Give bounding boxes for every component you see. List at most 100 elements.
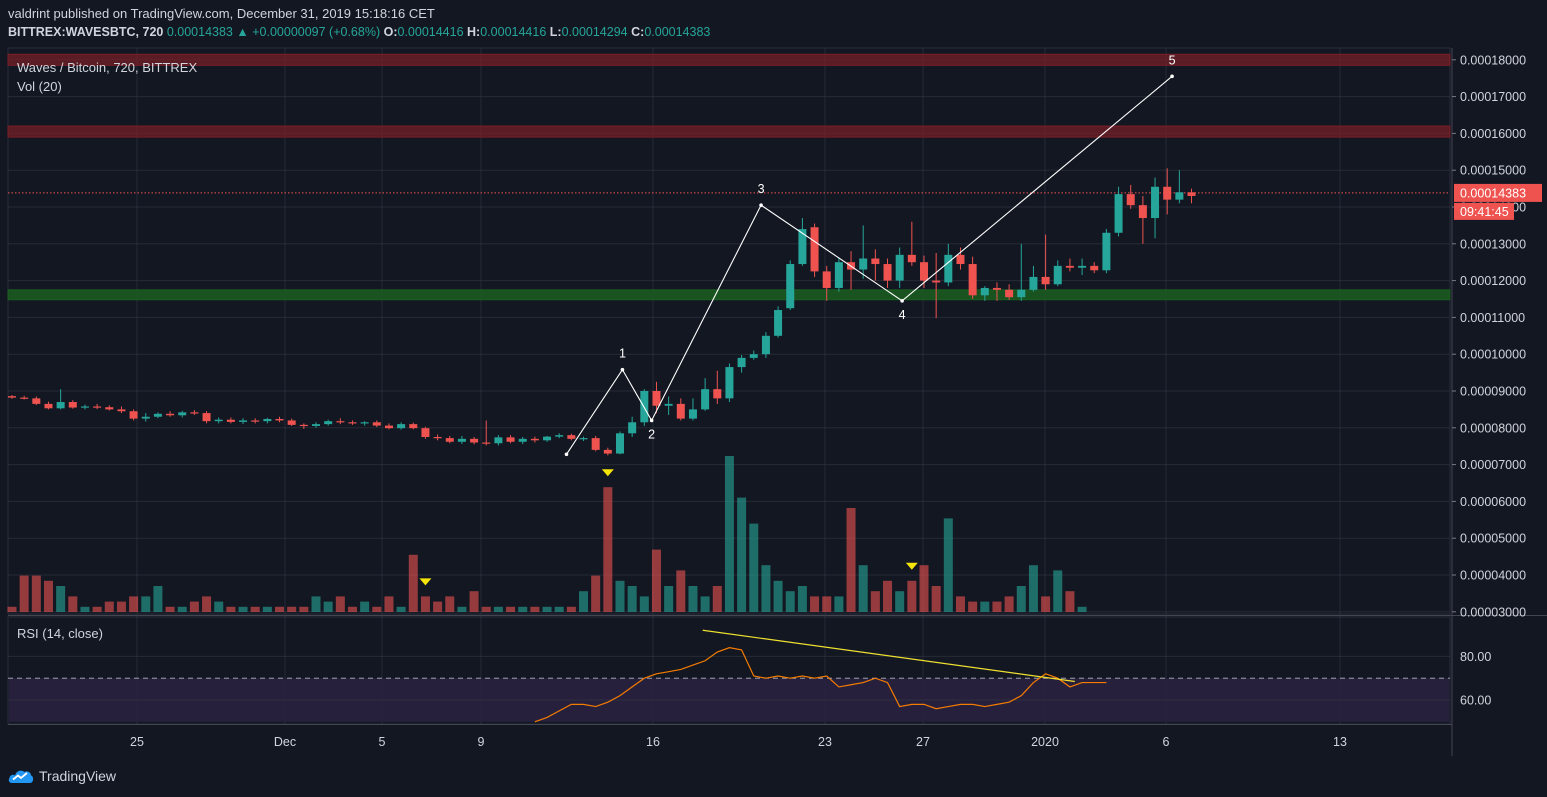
volume-bar: [992, 601, 1002, 612]
candle-body: [68, 402, 77, 408]
volume-bar: [615, 580, 625, 612]
volume-bar: [834, 596, 844, 612]
candle-body: [1138, 205, 1147, 219]
volume-bar: [19, 575, 29, 612]
volume-bar: [1028, 565, 1038, 612]
volume-bar: [1004, 596, 1014, 612]
candle-body: [105, 407, 114, 410]
candle-body: [761, 335, 770, 355]
candle-body: [1175, 192, 1184, 200]
time-tick-label: 23: [818, 735, 832, 749]
elliott-wave-line: [566, 75, 1173, 455]
volume-bar: [858, 565, 868, 612]
rsi-trendline: [702, 629, 1075, 683]
time-tick-label: 9: [478, 735, 485, 749]
volume-bar: [275, 606, 285, 612]
candle-body: [555, 435, 564, 437]
candle-body: [774, 310, 783, 336]
countdown-badge-text: 09:41:45: [1460, 205, 1509, 219]
volume-bar: [177, 606, 187, 612]
volume-bar: [372, 606, 382, 612]
candle-body: [178, 412, 187, 416]
volume-bar: [1053, 570, 1063, 612]
volume-bar: [518, 606, 528, 612]
candle-body: [652, 391, 661, 406]
resistance-zone: [7, 53, 1451, 66]
candle-body: [409, 424, 418, 429]
volume-bar: [761, 565, 771, 612]
volume-bar: [907, 580, 917, 612]
candle-body: [786, 264, 795, 309]
candle-body: [166, 413, 175, 416]
volume-bar: [238, 606, 248, 612]
volume-bar: [919, 565, 929, 612]
volume-bar: [153, 586, 163, 612]
volume-bar: [980, 601, 990, 612]
candle-body: [372, 422, 381, 426]
candle-body: [883, 264, 892, 281]
candle-body: [895, 254, 904, 281]
volume-bar: [360, 601, 370, 612]
candle-body: [688, 409, 697, 419]
volume-bar: [955, 596, 965, 612]
rsi-tick-label: 80.00: [1460, 650, 1491, 664]
volume-bar: [700, 596, 710, 612]
wave-point: [564, 452, 569, 457]
candle-body: [299, 424, 308, 427]
candle-body: [190, 412, 199, 414]
candle-body: [8, 396, 16, 398]
volume-marker-triangle: [601, 469, 614, 477]
candle-body: [360, 422, 369, 424]
candle-body: [336, 421, 345, 423]
tradingview-logo[interactable]: TradingView: [8, 767, 116, 785]
volume-bar: [481, 606, 491, 612]
candle-body: [871, 258, 880, 265]
price-tick-label: 0.00016000: [1460, 127, 1526, 141]
wave-label: 3: [758, 182, 765, 196]
candle-body: [567, 435, 576, 439]
candle-body: [129, 411, 138, 419]
volume-bar: [469, 591, 479, 612]
volume-legend[interactable]: Vol (20): [17, 79, 62, 94]
volume-bar: [92, 606, 102, 612]
candle-body: [384, 425, 393, 429]
chart-title[interactable]: Waves / Bitcoin, 720, BITTREX: [17, 60, 198, 75]
volume-bar: [664, 586, 674, 612]
countdown-badge: [1454, 202, 1514, 220]
candle-body: [1163, 186, 1172, 200]
candle-body: [1053, 265, 1062, 285]
ohlc-line: BITTREX:WAVESBTC, 720 0.00014383 ▲ +0.00…: [8, 25, 710, 39]
candle-body: [93, 406, 102, 408]
candle-body: [859, 258, 868, 270]
volume-bar: [226, 606, 236, 612]
candle-body: [214, 419, 223, 422]
price-tick-label: 0.00009000: [1460, 385, 1526, 399]
candle-body: [1065, 265, 1074, 268]
volume-bar: [457, 606, 467, 612]
time-tick-label: 16: [646, 735, 660, 749]
volume-bar: [542, 606, 552, 612]
last-price: 0.00014383: [166, 25, 233, 39]
volume-bar: [676, 570, 686, 612]
candle-body: [530, 438, 539, 441]
volume-bar: [579, 591, 589, 612]
volume-bar: [189, 601, 199, 612]
volume-bar: [712, 586, 722, 612]
rsi-legend[interactable]: RSI (14, close): [17, 626, 103, 641]
volume-bar: [347, 606, 357, 612]
price-tick-label: 0.00004000: [1460, 569, 1526, 583]
volume-bar: [323, 601, 333, 612]
candle-body: [1041, 276, 1050, 285]
price-pane: [7, 47, 1451, 615]
price-tick-label: 0.00005000: [1460, 532, 1526, 546]
volume-bar: [554, 606, 564, 612]
candle-body: [202, 413, 211, 422]
last-price-badge: [1454, 183, 1542, 202]
volume-bar: [797, 586, 807, 612]
volume-bar: [202, 596, 212, 612]
candle-body: [239, 420, 248, 422]
candle-body: [798, 229, 807, 265]
candle-body: [56, 402, 65, 409]
volume-bar: [773, 580, 783, 612]
